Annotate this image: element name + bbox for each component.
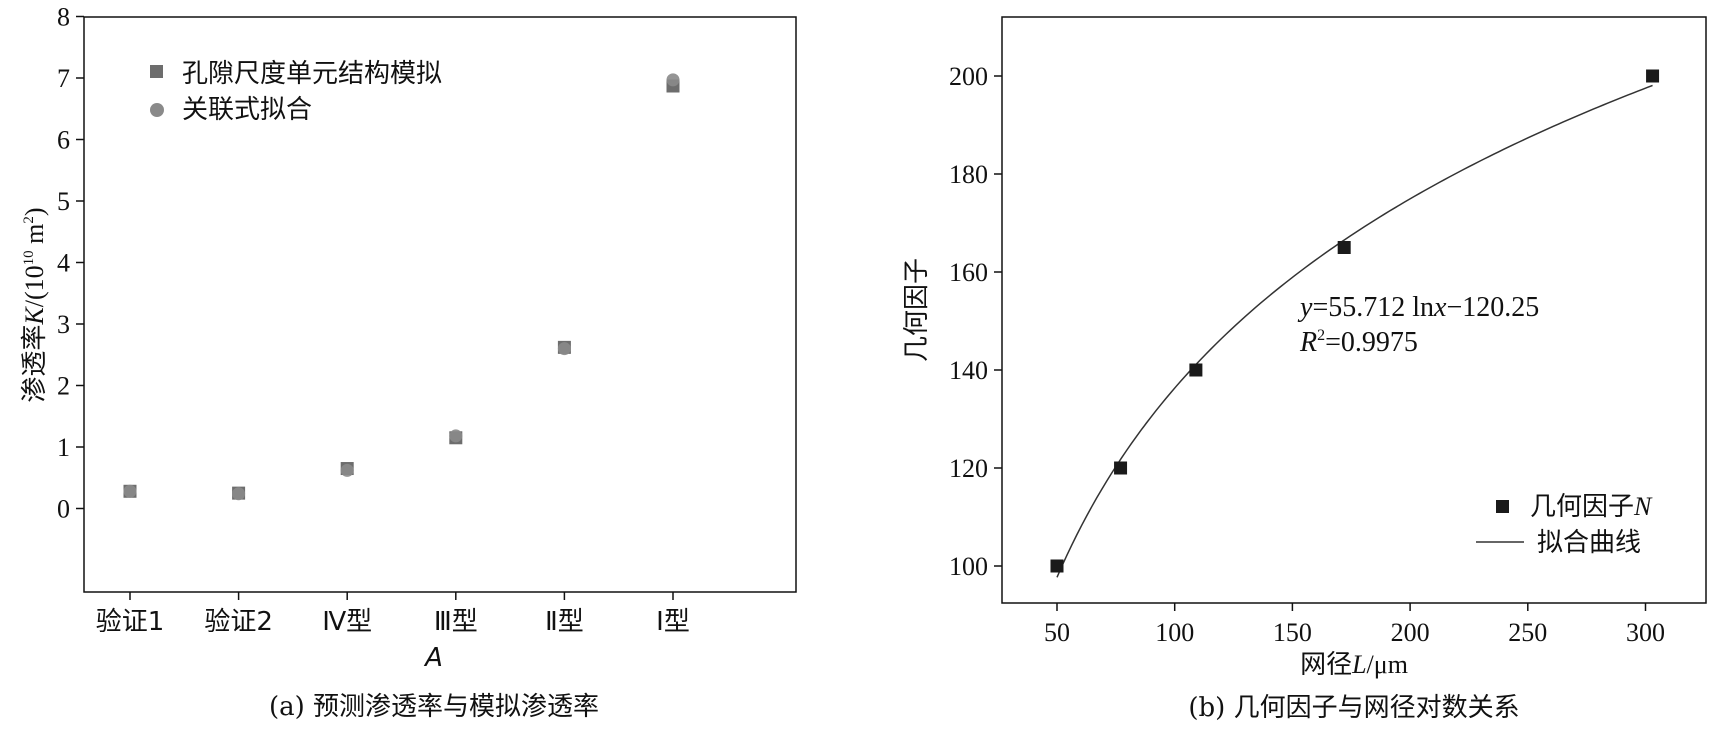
legend-label-fit-curve: 拟合曲线 bbox=[1537, 528, 1641, 558]
y-tick-label: 6 bbox=[57, 126, 70, 155]
r-squared: R2=0.9975 bbox=[1299, 327, 1418, 358]
panel-a-caption: (a) 预测渗透率与模拟渗透率 bbox=[269, 692, 599, 722]
y-tick-label: 2 bbox=[57, 372, 70, 401]
panel-a-y-axis-label: 渗透率K/(1010 m2) bbox=[20, 207, 50, 402]
point-fit bbox=[449, 429, 463, 443]
panel-b-legend: 几何因子N 拟合曲线 bbox=[1476, 492, 1653, 558]
y-tick-label: 5 bbox=[57, 187, 70, 216]
panel-b-y-axis-label: 几何因子 bbox=[902, 258, 932, 362]
x-tick-label: Ⅱ型 bbox=[545, 607, 584, 637]
legend-square-marker bbox=[150, 65, 163, 78]
fit-equation: y=55.712 lnx−120.25 bbox=[1297, 292, 1539, 323]
x-tick-label: 50 bbox=[1044, 618, 1070, 647]
legend-square-marker bbox=[1496, 500, 1509, 513]
panel-a-x-ticks: 验证1 验证2 Ⅳ型 Ⅲ型 Ⅱ型 Ⅰ型 bbox=[96, 592, 690, 637]
panel-b-x-axis-label: 网径L/μm bbox=[1300, 650, 1408, 680]
y-tick-label: 160 bbox=[949, 258, 988, 287]
panel-b-points bbox=[1050, 69, 1660, 573]
x-tick-label: 100 bbox=[1155, 618, 1194, 647]
x-tick-label: 验证2 bbox=[204, 607, 273, 637]
panel-b-y-ticks: 100 120 140 160 180 200 bbox=[949, 62, 1002, 581]
panel-b-plot-frame bbox=[1001, 16, 1707, 604]
point-geometry-factor bbox=[1646, 69, 1660, 83]
point-fit bbox=[123, 484, 137, 498]
legend-label-geometry-factor: 几何因子N bbox=[1530, 492, 1653, 522]
x-tick-label: 验证1 bbox=[96, 607, 165, 637]
y-tick-label: 120 bbox=[949, 454, 988, 483]
panel-a-y-ticks: 0 1 2 3 4 5 6 7 8 bbox=[57, 3, 84, 524]
y-tick-label: 3 bbox=[57, 310, 70, 339]
y-tick-label: 4 bbox=[57, 249, 70, 278]
x-tick-label: Ⅳ型 bbox=[322, 607, 372, 637]
panel-b-caption: (b) 几何因子与网径对数关系 bbox=[1188, 693, 1519, 723]
panel-a-x-axis-label: A bbox=[423, 643, 443, 673]
y-tick-label: 180 bbox=[949, 160, 988, 189]
panel-a-points bbox=[123, 73, 680, 501]
x-tick-label: 300 bbox=[1626, 618, 1665, 647]
x-tick-label: Ⅲ型 bbox=[434, 607, 478, 637]
x-tick-label: 150 bbox=[1273, 618, 1312, 647]
legend-label-fit: 关联式拟合 bbox=[182, 95, 312, 125]
point-fit bbox=[340, 463, 354, 477]
y-tick-label: 140 bbox=[949, 356, 988, 385]
panel-a: 0 1 2 3 4 5 6 7 8 验证1 验证2 Ⅳ型 Ⅲ型 Ⅱ型 Ⅰ型 孔隙尺度单元结构模拟 关联式拟… bbox=[20, 3, 797, 722]
x-tick-label: 200 bbox=[1391, 618, 1430, 647]
panel-a-plot-frame bbox=[83, 16, 797, 593]
point-geometry-factor bbox=[1337, 241, 1351, 254]
point-geometry-factor bbox=[1050, 559, 1064, 573]
point-fit bbox=[557, 342, 571, 356]
x-tick-label: 250 bbox=[1508, 618, 1547, 647]
legend-label-simulation: 孔隙尺度单元结构模拟 bbox=[182, 59, 442, 89]
y-tick-label: 7 bbox=[57, 64, 70, 93]
panel-b: 100 120 140 160 180 200 50 100 150 200 250 300 y=5… bbox=[902, 16, 1707, 723]
y-tick-label: 1 bbox=[57, 433, 70, 462]
x-tick-label: Ⅰ型 bbox=[656, 607, 690, 637]
point-geometry-factor bbox=[1114, 461, 1128, 475]
y-tick-label: 0 bbox=[57, 495, 70, 524]
y-tick-label: 8 bbox=[57, 3, 70, 32]
fit-curve bbox=[1056, 84, 1653, 578]
panel-b-x-ticks: 50 100 150 200 250 300 bbox=[1044, 603, 1665, 647]
point-fit bbox=[666, 73, 680, 87]
y-tick-label: 100 bbox=[949, 552, 988, 581]
point-fit bbox=[232, 487, 246, 501]
y-tick-label: 200 bbox=[949, 62, 988, 91]
legend-circle-marker bbox=[150, 103, 164, 117]
point-geometry-factor bbox=[1189, 363, 1203, 377]
panel-a-legend: 孔隙尺度单元结构模拟 关联式拟合 bbox=[150, 59, 442, 125]
